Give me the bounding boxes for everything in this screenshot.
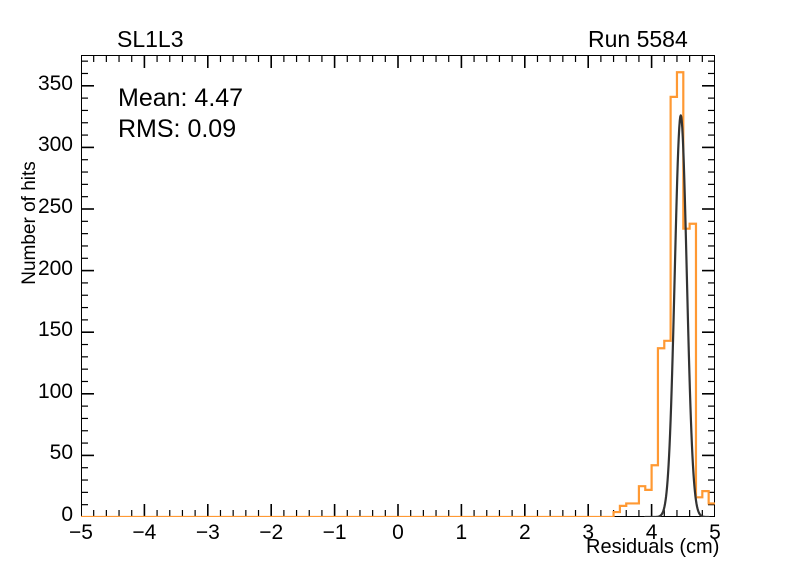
x-axis-title: Residuals (cm) <box>586 536 720 558</box>
plot-title-left: SL1L3 <box>117 26 184 52</box>
y-axis-title: Number of hits <box>19 161 40 285</box>
y-tick-label: 0 <box>61 503 73 526</box>
plot-frame <box>81 55 715 517</box>
x-tick-label: −1 <box>322 521 347 544</box>
y-tick-label: 50 <box>49 441 73 465</box>
y-tick-label: 100 <box>37 379 73 403</box>
x-tick-label: 5 <box>709 521 721 544</box>
plot-drawing-area <box>81 55 715 517</box>
x-tick-label: 4 <box>645 521 658 544</box>
gaussian-fit-curve <box>644 114 710 517</box>
axis-ticks <box>81 55 715 517</box>
x-tick-label: 1 <box>455 521 468 544</box>
y-tick-label: 300 <box>37 133 73 157</box>
plot-title-right: Run 5584 <box>588 26 688 52</box>
stat-mean-label: Mean: 4.47 <box>118 84 244 112</box>
y-tick-label: 150 <box>37 318 73 342</box>
x-tick-label: −3 <box>195 521 220 544</box>
x-tick-label: 0 <box>392 521 404 544</box>
y-tick-label: 200 <box>37 256 73 280</box>
stat-rms-label: RMS: 0.09 <box>118 115 237 143</box>
x-tick-label: −2 <box>259 521 284 544</box>
x-tick-label: −4 <box>132 521 157 544</box>
y-tick-label: 350 <box>37 71 73 95</box>
histogram-step-orange <box>81 71 715 517</box>
x-tick-label: 2 <box>518 521 531 544</box>
x-tick-label: 3 <box>582 521 595 544</box>
x-tick-label: −5 <box>69 521 93 544</box>
y-tick-label: 250 <box>37 195 73 218</box>
